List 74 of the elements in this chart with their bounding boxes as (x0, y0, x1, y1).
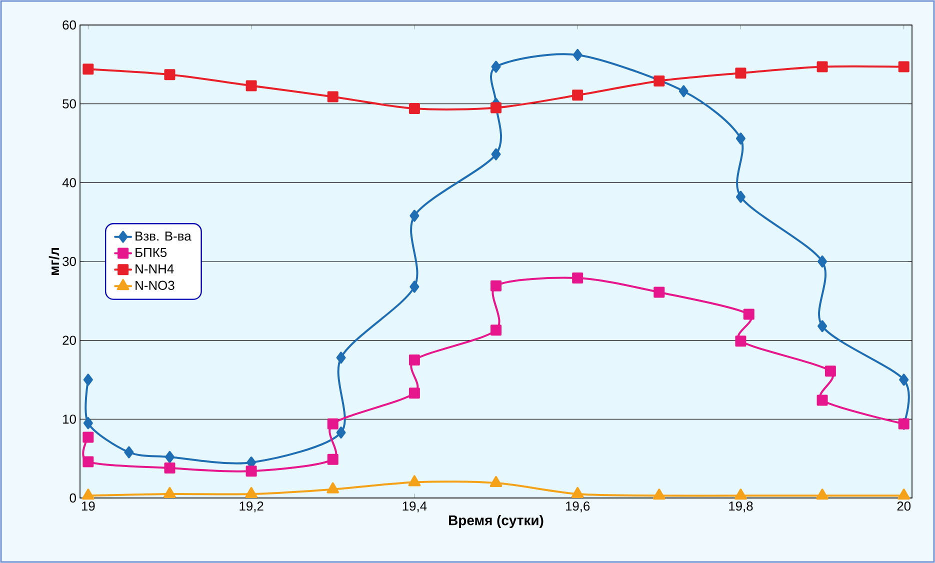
point (743, 308, 754, 320)
point (336, 426, 346, 439)
y-tick-label: 30 (62, 256, 76, 266)
point (326, 482, 340, 494)
point (164, 69, 176, 80)
point (572, 90, 584, 101)
point (410, 280, 420, 293)
y-tick-label: 0 (70, 493, 76, 503)
point (408, 354, 420, 366)
point (818, 255, 828, 268)
x-axis-title: Время (сутки) (449, 515, 544, 528)
x-tick-label: 20 (897, 502, 911, 511)
x-tick-label: 19,2 (240, 502, 264, 512)
point (898, 488, 910, 500)
point (410, 210, 420, 222)
x-tick-label: 19,8 (729, 502, 753, 512)
point (678, 85, 688, 98)
point (824, 366, 836, 377)
point (818, 320, 828, 332)
point (572, 272, 584, 284)
y-tick-label: 10 (63, 414, 76, 424)
point (735, 336, 746, 347)
point (490, 280, 502, 292)
legend-label: N-NO3 (136, 280, 174, 290)
y-tick-label: 60 (62, 20, 76, 30)
point (654, 286, 665, 298)
point (164, 462, 176, 474)
point (124, 446, 134, 458)
point (327, 454, 338, 465)
point (652, 488, 666, 500)
point (654, 75, 665, 86)
legend-label: БПК5 (136, 248, 167, 258)
point (408, 388, 420, 399)
point (82, 432, 94, 443)
point (408, 103, 420, 114)
point (490, 102, 502, 114)
x-tick-label: 19,6 (566, 502, 590, 512)
point (816, 394, 828, 406)
point (490, 324, 502, 336)
point (736, 190, 746, 203)
point (899, 374, 909, 386)
point (82, 456, 94, 468)
y-tick-label: 50 (62, 99, 76, 108)
point (816, 488, 828, 500)
y-axis-title: мг/л (48, 248, 60, 275)
point (82, 488, 94, 500)
point (491, 60, 501, 73)
point (491, 148, 501, 160)
point (408, 475, 421, 486)
point (571, 487, 584, 498)
point (327, 418, 338, 430)
point (246, 80, 257, 92)
legend-label: Взв. В-ва (136, 232, 192, 241)
y-tick-label: 40 (62, 178, 76, 188)
point (82, 64, 94, 75)
point (245, 487, 258, 498)
point (164, 487, 176, 498)
legend-label: N-NH4 (136, 264, 174, 274)
x-tick-label: 19,4 (402, 502, 427, 512)
point (816, 61, 828, 72)
point (735, 68, 746, 79)
point (734, 488, 747, 500)
point (164, 450, 174, 463)
point (490, 476, 502, 488)
point (572, 48, 582, 61)
x-tick-label: 19 (82, 502, 95, 511)
y-tick-label: 20 (62, 336, 76, 345)
point (83, 417, 93, 430)
point (246, 466, 257, 477)
point (736, 132, 746, 145)
point (336, 352, 346, 364)
point (327, 91, 338, 102)
point (83, 374, 93, 386)
point (898, 61, 910, 72)
